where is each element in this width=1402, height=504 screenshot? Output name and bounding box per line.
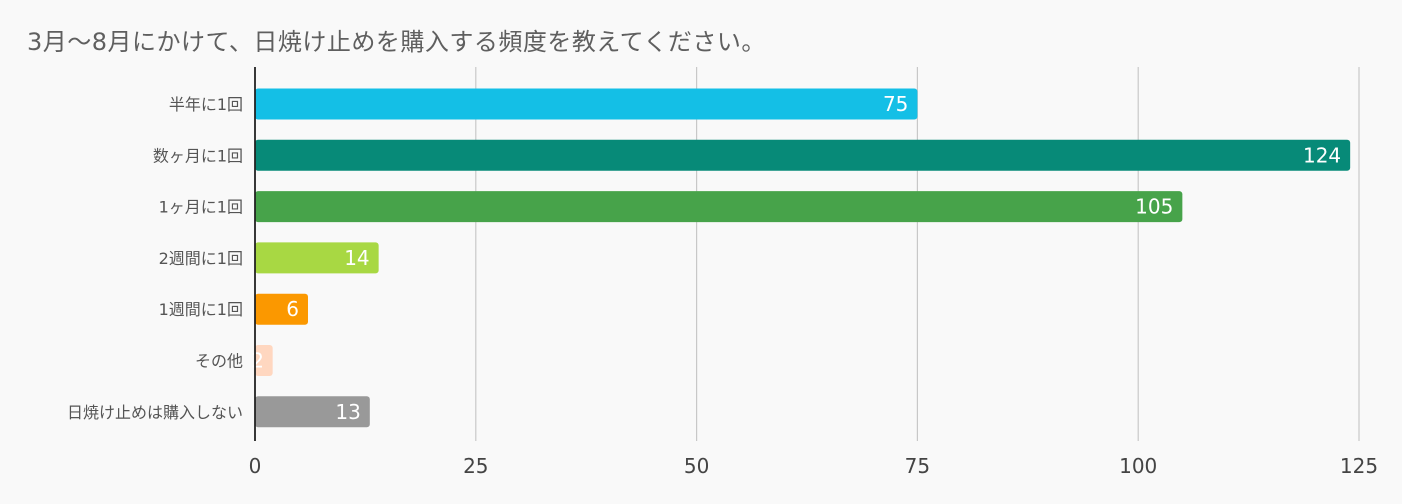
data-label: 105 bbox=[1135, 195, 1173, 219]
data-label: 14 bbox=[344, 246, 369, 270]
category-label: 2週間に1回 bbox=[159, 249, 243, 268]
x-tick-label: 25 bbox=[463, 454, 488, 478]
bar bbox=[255, 396, 370, 428]
bar bbox=[255, 242, 379, 274]
chart-title: 3月〜8月にかけて、日焼け止めを購入する頻度を教えてください。 bbox=[27, 28, 766, 56]
category-label: 数ヶ月に1回 bbox=[153, 146, 243, 165]
x-tick-label: 50 bbox=[684, 454, 709, 478]
bar bbox=[255, 345, 273, 376]
data-label: 75 bbox=[883, 92, 908, 116]
x-tick-label: 0 bbox=[249, 454, 262, 478]
bar bbox=[255, 293, 308, 325]
x-tick-label: 125 bbox=[1340, 454, 1378, 478]
category-label: 1ヶ月に1回 bbox=[159, 198, 243, 217]
category-label: 日焼け止めは購入しない bbox=[67, 403, 243, 422]
data-label: 124 bbox=[1303, 143, 1341, 167]
data-label: 6 bbox=[286, 297, 299, 321]
x-tick-label: 100 bbox=[1119, 454, 1157, 478]
data-label: 2 bbox=[251, 349, 264, 373]
data-label: 13 bbox=[335, 400, 360, 424]
category-label: その他 bbox=[195, 352, 243, 371]
category-label: 1週間に1回 bbox=[159, 300, 243, 319]
bar bbox=[255, 139, 1351, 171]
x-tick-label: 75 bbox=[905, 454, 930, 478]
category-label: 半年に1回 bbox=[169, 95, 243, 114]
bar bbox=[255, 191, 1183, 223]
bar bbox=[255, 88, 918, 120]
